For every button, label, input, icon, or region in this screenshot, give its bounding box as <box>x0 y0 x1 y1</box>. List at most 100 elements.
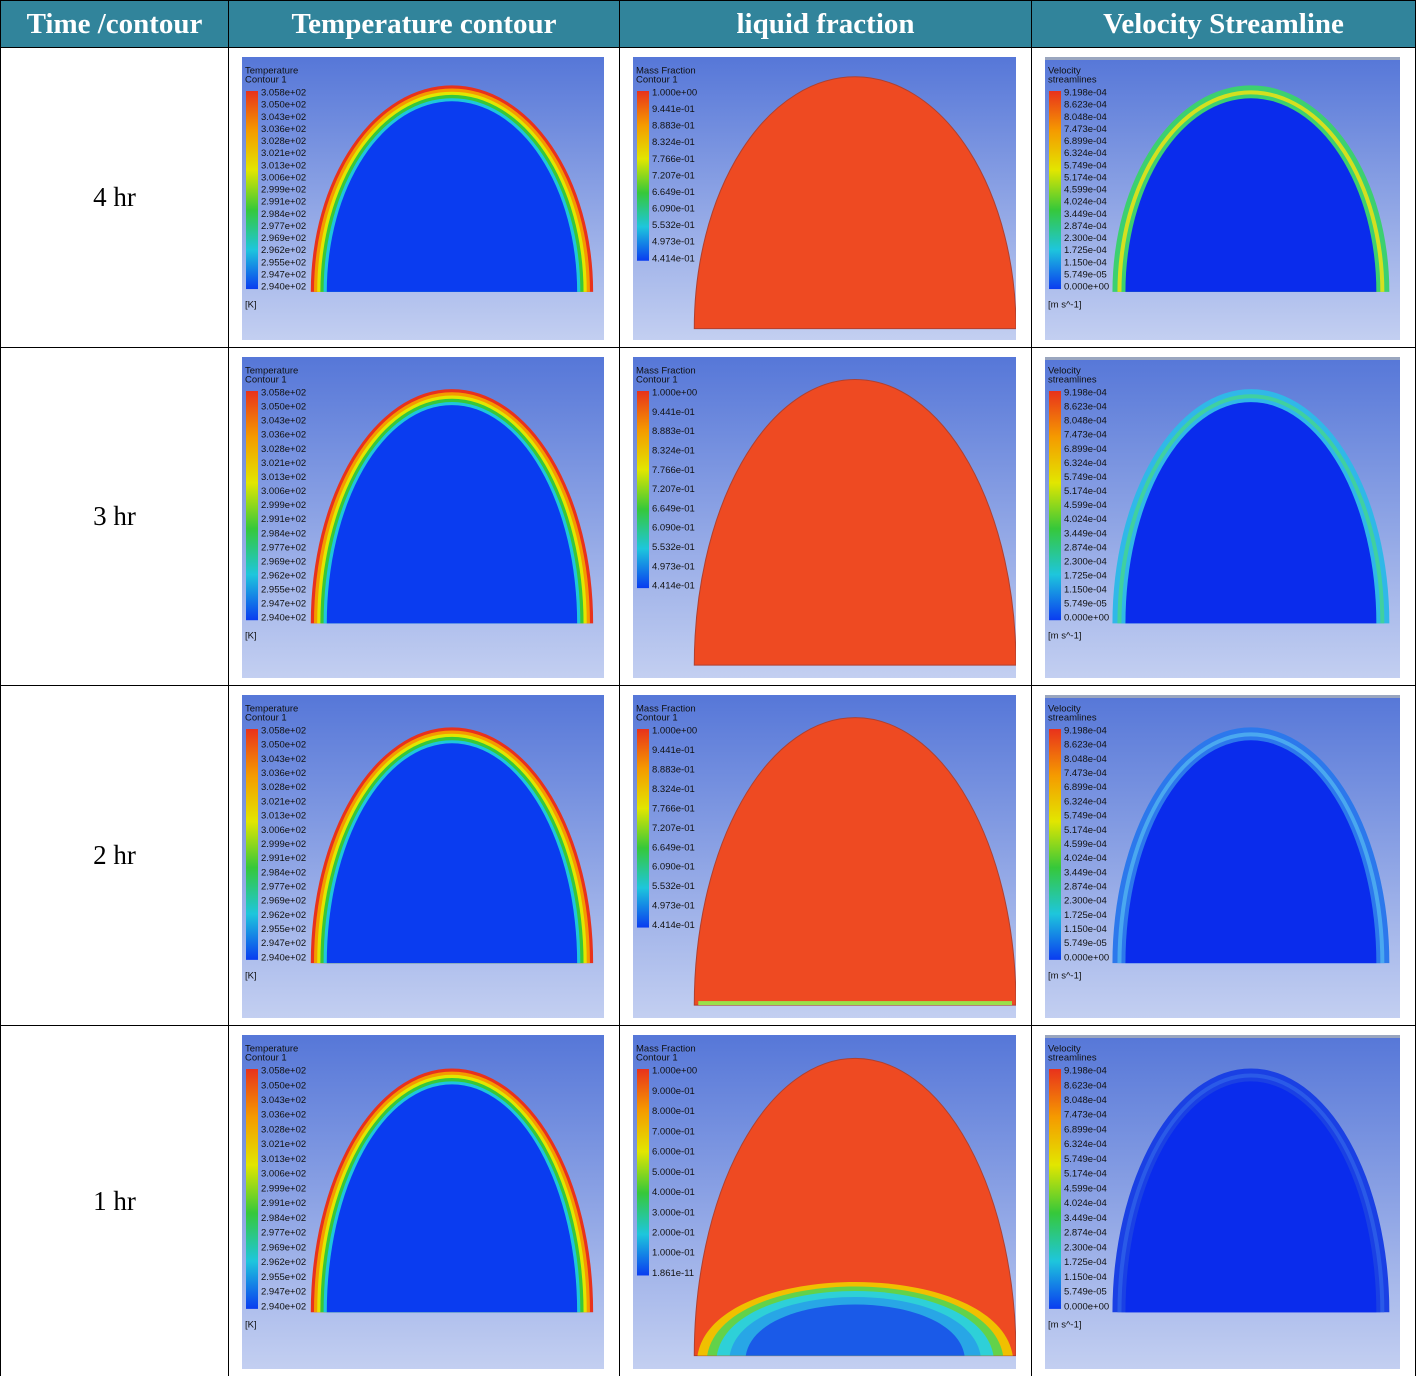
legend-label: 1.150e-04 <box>1064 257 1107 268</box>
legend-label: 4.024e-04 <box>1064 514 1107 525</box>
color-bar <box>246 1069 258 1309</box>
legend-label: 6.324e-04 <box>1064 1139 1107 1150</box>
legend-label: 2.874e-04 <box>1064 542 1107 553</box>
legend-label: 7.766e-01 <box>652 154 695 165</box>
legend-label: 3.013e+02 <box>261 160 306 171</box>
legend-label: 2.977e+02 <box>261 881 306 892</box>
legend-label: 3.000e-01 <box>652 1207 695 1218</box>
legend-label: 2.991e+02 <box>261 514 306 525</box>
legend-label: 2.962e+02 <box>261 245 306 256</box>
legend-label: 3.050e+02 <box>261 1080 306 1091</box>
legend-subtitle: Contour 1 <box>636 375 678 386</box>
legend-label: 9.198e-04 <box>1064 388 1107 399</box>
legend-label: 2.962e+02 <box>261 571 306 582</box>
legend-label: 7.207e-01 <box>652 170 695 181</box>
color-bar <box>1049 1069 1061 1309</box>
legend-label: 5.749e-05 <box>1064 938 1107 949</box>
color-bar <box>637 391 649 588</box>
legend-subtitle: Contour 1 <box>636 75 678 86</box>
color-bar <box>246 91 258 289</box>
color-bar <box>637 1069 649 1275</box>
color-bar <box>637 91 649 261</box>
legend-label: 3.036e+02 <box>261 1110 306 1121</box>
legend-subtitle: Contour 1 <box>636 713 678 724</box>
legend-label: 8.883e-01 <box>652 121 695 132</box>
legend-label: 3.028e+02 <box>261 782 306 793</box>
legend-label: 3.021e+02 <box>261 796 306 807</box>
legend-label: 5.749e-04 <box>1064 811 1107 822</box>
legend-label: 6.090e-01 <box>652 862 695 873</box>
legend-label: 1.725e-04 <box>1064 1257 1107 1268</box>
legend-label: 3.036e+02 <box>261 430 306 441</box>
legend-subtitle: Contour 1 <box>245 375 287 386</box>
legend-label: 2.969e+02 <box>261 896 306 907</box>
legend-label: 2.999e+02 <box>261 839 306 850</box>
header-cell: Temperature contour <box>228 0 620 48</box>
legend-label: 4.973e-01 <box>652 561 695 572</box>
legend-label: 3.021e+02 <box>261 148 306 159</box>
velocity-panel: Velocitystreamlines9.198e-048.623e-048.0… <box>1045 357 1400 678</box>
time-cell: 2 hr <box>0 685 229 1026</box>
legend-label: 2.991e+02 <box>261 853 306 864</box>
legend-label: 3.043e+02 <box>261 1095 306 1106</box>
legend-label: 6.090e-01 <box>652 523 695 534</box>
legend-label: 5.000e-01 <box>652 1167 695 1178</box>
legend-label: 4.599e-04 <box>1064 839 1107 850</box>
legend-label: 2.962e+02 <box>261 1257 306 1268</box>
legend-label: 3.058e+02 <box>261 1066 306 1077</box>
legend-label: 4.414e-01 <box>652 920 695 931</box>
legend-label: 8.623e-04 <box>1064 100 1107 111</box>
velocity-panel: Velocitystreamlines9.198e-048.623e-048.0… <box>1045 1035 1400 1369</box>
legend-label: 2.984e+02 <box>261 867 306 878</box>
image-cell: Mass FractionContour 11.000e+009.441e-01… <box>619 47 1032 348</box>
legend-label: 3.013e+02 <box>261 1154 306 1165</box>
legend-label: 2.300e-04 <box>1064 1242 1107 1253</box>
legend-label: 5.749e-05 <box>1064 1287 1107 1298</box>
legend-label: 3.050e+02 <box>261 740 306 751</box>
legend-label: 1.150e-04 <box>1064 1272 1107 1283</box>
legend-label: 2.969e+02 <box>261 1242 306 1253</box>
legend-label: 9.198e-04 <box>1064 726 1107 737</box>
legend-label: 7.766e-01 <box>652 803 695 814</box>
legend-label: 1.725e-04 <box>1064 245 1107 256</box>
legend-label: 7.766e-01 <box>652 465 695 476</box>
legend-label: 3.043e+02 <box>261 416 306 427</box>
legend-label: 2.999e+02 <box>261 500 306 511</box>
legend-label: 3.449e-04 <box>1064 867 1107 878</box>
legend-subtitle: Contour 1 <box>636 1053 678 1064</box>
legend-label: 2.940e+02 <box>261 282 306 293</box>
header-cell: Time /contour <box>0 0 229 48</box>
legend-label: 2.955e+02 <box>261 585 306 596</box>
top-bar <box>1045 357 1400 360</box>
legend-label: 5.532e-01 <box>652 881 695 892</box>
legend-label: 2.977e+02 <box>261 221 306 232</box>
legend-label: 2.940e+02 <box>261 1301 306 1312</box>
legend-unit: [m s^-1] <box>1048 631 1082 642</box>
image-cell: TemperatureContour 13.058e+023.050e+023.… <box>228 1025 620 1376</box>
legend-label: 2.300e-04 <box>1064 556 1107 567</box>
velocity-panel: Velocitystreamlines9.198e-048.623e-048.0… <box>1045 695 1400 1018</box>
legend-label: 5.174e-04 <box>1064 1169 1107 1180</box>
top-bar <box>1045 57 1400 60</box>
legend-label: 3.043e+02 <box>261 754 306 765</box>
legend-label: 4.024e-04 <box>1064 197 1107 208</box>
legend-label: 7.207e-01 <box>652 823 695 834</box>
legend-label: 3.013e+02 <box>261 472 306 483</box>
legend-label: 2.300e-04 <box>1064 233 1107 244</box>
legend-subtitle: Contour 1 <box>245 713 287 724</box>
legend-label: 8.048e-04 <box>1064 416 1107 427</box>
legend-label: 3.006e+02 <box>261 486 306 497</box>
legend-unit: [m s^-1] <box>1048 300 1082 311</box>
legend-label: 2.955e+02 <box>261 257 306 268</box>
legend-label: 4.414e-01 <box>652 581 695 592</box>
legend-label: 3.006e+02 <box>261 825 306 836</box>
top-bar <box>1045 695 1400 698</box>
legend-label: 8.048e-04 <box>1064 754 1107 765</box>
legend-label: 2.969e+02 <box>261 233 306 244</box>
page: Time /contour Temperature contour liquid… <box>0 0 1416 1376</box>
